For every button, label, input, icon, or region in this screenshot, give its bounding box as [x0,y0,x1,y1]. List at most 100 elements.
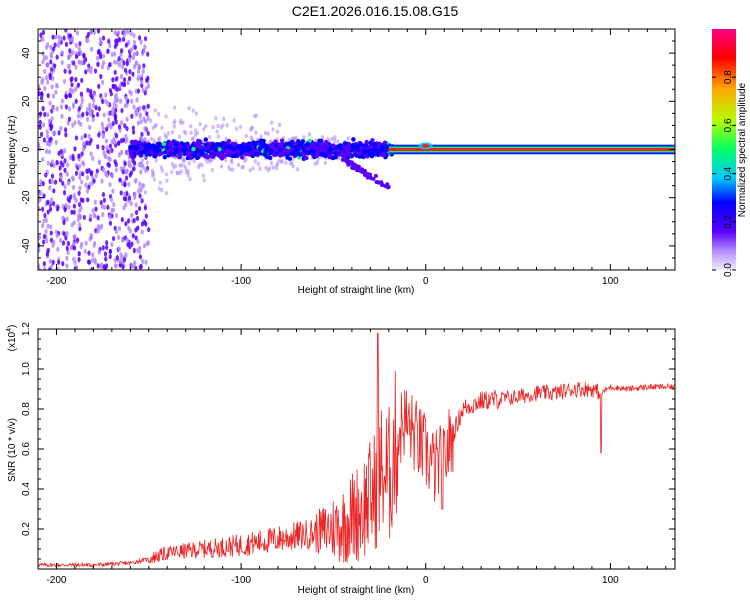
spectrogram-cell [44,217,48,224]
spectrogram-cell [346,162,351,167]
spectrogram-cell [164,114,168,119]
spectrogram-cell [92,240,97,247]
spectrogram-cell [156,136,161,142]
spectrogram-cell [317,138,322,144]
spectrogram-cell [51,93,56,99]
spectrogram-cell [57,34,61,40]
spectrogram-cell [129,90,133,97]
spectrogram-cell [204,124,208,129]
spectrogram-cell [164,172,169,177]
spectrogram-cell [132,217,136,223]
spectrogram-cell [354,153,359,158]
spectrogram-cell [99,199,103,206]
spectrogram-cell [131,129,136,135]
spectrogram-cell [186,172,190,178]
x-tick-label: 100 [602,575,619,586]
spectrogram-cell [65,263,69,269]
spectrogram-cell [368,144,374,150]
spectrogram-cell [80,135,84,141]
spectrogram-cell [90,257,95,264]
spectrogram-cell [128,228,132,234]
spectrogram-cell [46,209,50,215]
spectrogram-cell [48,72,52,78]
spectrogram-cell [273,139,278,144]
spectrogram-cell [108,253,112,260]
spectrogram-cell [125,61,129,67]
spectrogram-cell [56,266,60,270]
spectrogram-cell [127,39,131,45]
spectrogram-cell [198,121,202,127]
spectrogram-cell [177,151,182,157]
spectrogram-cell [253,151,259,156]
spectrogram-cell [289,147,294,152]
spectrogram-cell [57,130,61,136]
spectrogram-cell [60,113,64,119]
spectrogram-cell [377,141,382,146]
spectrogram-cell [90,267,94,270]
spectrogram-cell [306,150,311,155]
spectrogram-cell [71,155,75,162]
spectrogram-cell [93,199,97,205]
spectrogram-carrier-core [388,148,675,151]
spectrogram-cell [50,116,54,122]
spectrogram-cell [133,44,137,50]
spectrogram-cell [63,158,67,164]
spectrogram-cell [140,221,145,227]
snr-scale-exponent: 4 [6,328,13,332]
spectrogram-cell [119,138,124,144]
spectrogram-cell [202,178,206,183]
spectrogram-cell [118,262,122,268]
spectrogram-cell [108,62,112,68]
spectrogram-cell [369,176,374,181]
spectrogram-marks [38,29,675,270]
spectrogram-carrier-blob-core [421,144,430,148]
spectrogram-cell [78,174,82,180]
spectrogram-cell [165,178,169,183]
spectrogram-cell [152,177,156,182]
spectrogram-cell [139,39,143,45]
spectrogram-cell [118,83,122,89]
spectrogram-cell [114,38,118,44]
spectrogram-cell [70,209,74,215]
spectrogram-cell [39,178,43,185]
spectrogram-cell [259,134,263,139]
spectrogram-cell [102,112,106,118]
spectrogram-cell [71,49,75,55]
spectrogram-cell [122,195,127,202]
spectrogram-cell [107,162,111,168]
spectrogram-cell [296,167,300,172]
spectrogram-cell [99,40,103,46]
spectrogram-cell [89,29,94,35]
spectrogram-cell [120,254,124,260]
spectrogram-cell [383,184,388,189]
spectrogram-cell [129,154,135,159]
spectrogram-cell [178,144,183,149]
spectrogram-cell [123,181,127,187]
spectrogram-cell [64,94,68,100]
spectrogram-cell [240,165,244,170]
spectrogram-cell [175,170,179,176]
spectrogram-cell [194,111,199,116]
spectrogram-cell [192,158,196,164]
y-tick-label: 1.2 [21,322,32,336]
spectrogram-cell [351,137,356,142]
spectrogram-cell [132,166,136,172]
spectrogram-cell [143,205,147,211]
spectrogram-cell [64,235,68,241]
spectrogram-cell [132,33,136,39]
spectrogram-cell [53,42,57,48]
spectrogram-cell [88,140,92,146]
spectrogram-cell [115,59,119,65]
spectrogram-cell [104,256,108,262]
spectrogram-cell [130,113,134,119]
spectrogram-cell [146,51,150,57]
spectrogram-cell [189,124,193,129]
spectrogram-cell [46,62,50,68]
spectrogram-cell [268,143,274,148]
spectrogram-cell [333,152,338,157]
spectrogram-cell [55,232,59,239]
spectrogram-cell [85,37,89,44]
spectrogram-cell [102,53,106,59]
spectrogram-cell [64,132,68,138]
